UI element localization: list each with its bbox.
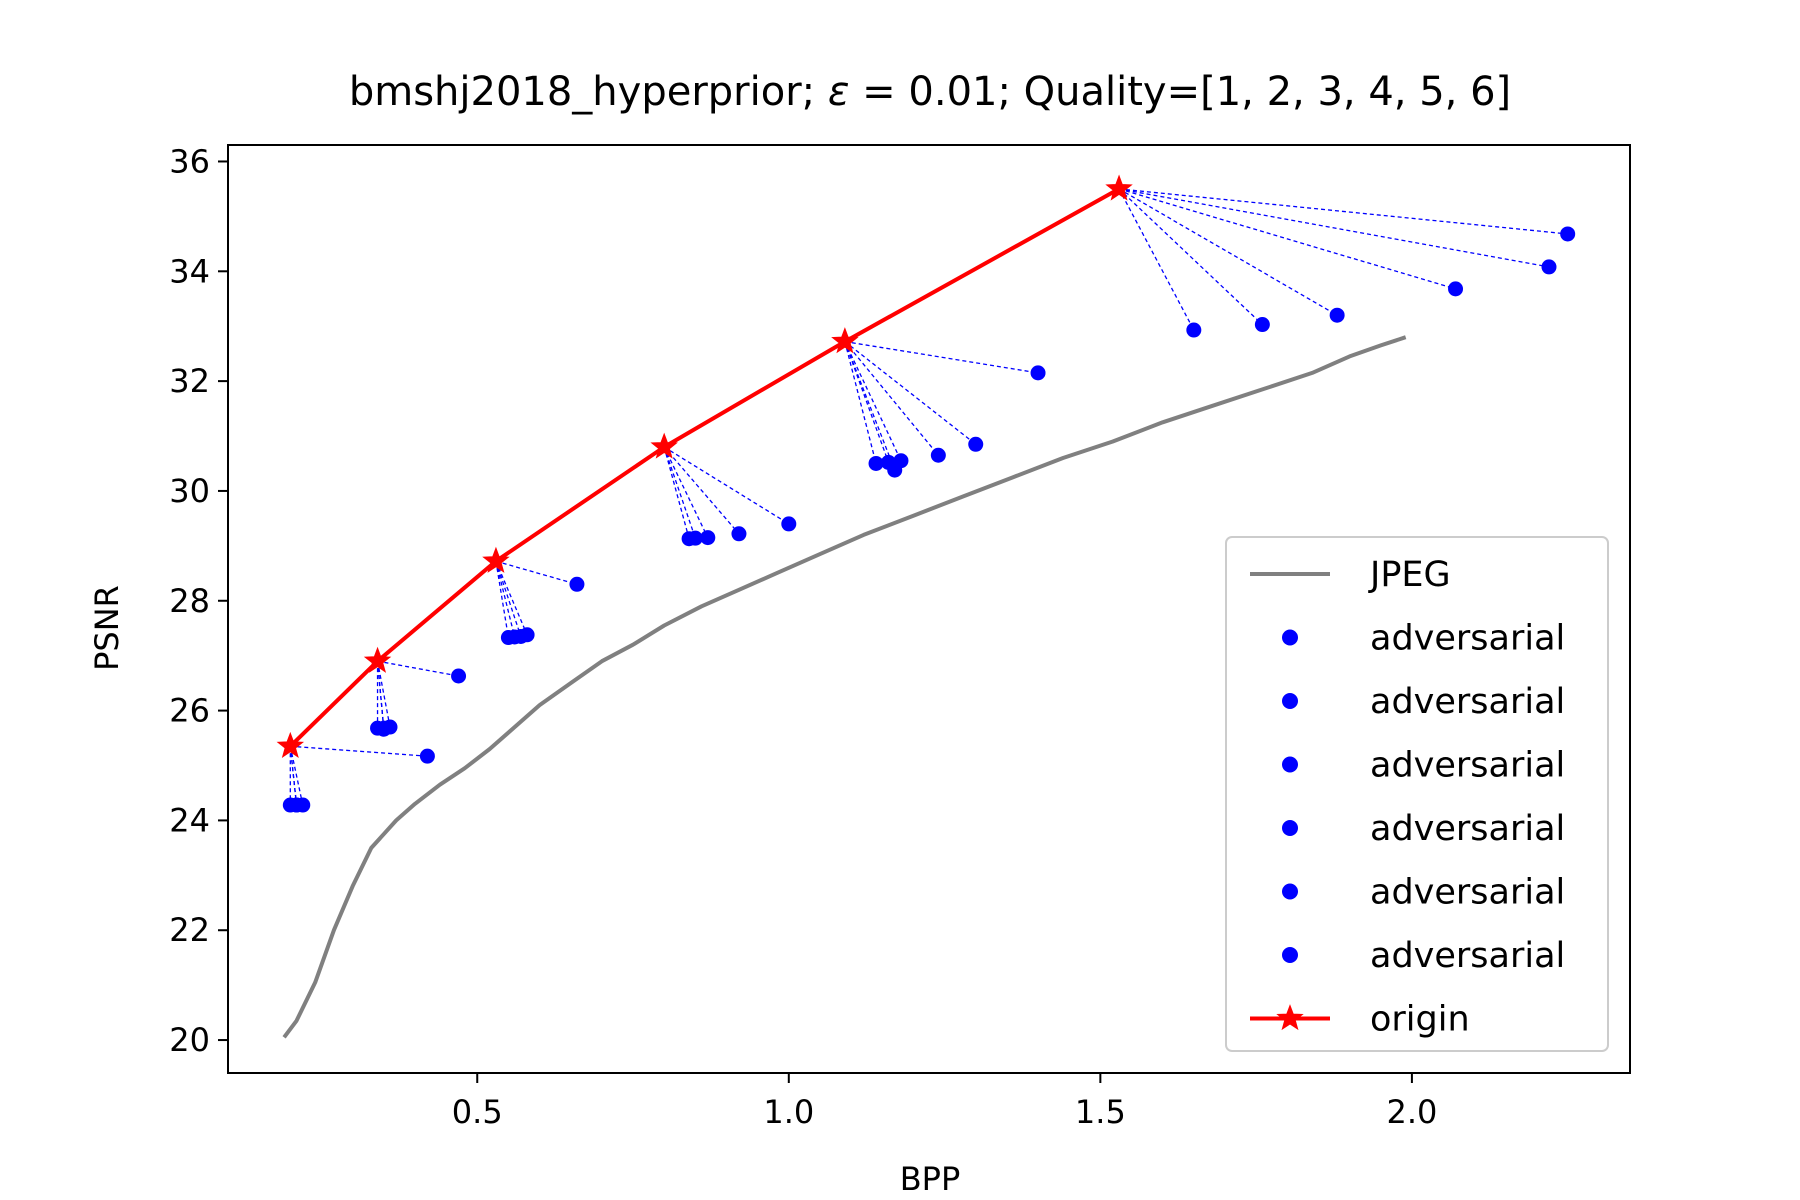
y-tick-label: 26 bbox=[169, 692, 210, 730]
legend-adversarial-marker bbox=[1282, 756, 1298, 773]
y-axis-label: PSNR bbox=[88, 585, 126, 671]
adversarial-link bbox=[1118, 188, 1456, 290]
legend-label: adversarial bbox=[1370, 682, 1565, 722]
adversarial-point bbox=[519, 627, 535, 643]
adversarial-link bbox=[844, 341, 902, 462]
adversarial-link bbox=[844, 340, 1039, 374]
adversarial-link bbox=[289, 746, 298, 806]
adversarial-link bbox=[495, 561, 522, 637]
adversarial-point bbox=[893, 453, 909, 469]
adversarial-point bbox=[781, 516, 797, 532]
adversarial-link bbox=[1118, 188, 1550, 268]
origin-point bbox=[482, 546, 510, 573]
adversarial-link bbox=[1118, 188, 1263, 326]
adversarial-point bbox=[376, 721, 392, 737]
adversarial-link bbox=[290, 745, 428, 757]
legend-adversarial-marker bbox=[1282, 693, 1298, 709]
jpeg-layer bbox=[282, 335, 1407, 1039]
jpeg-line bbox=[282, 335, 1407, 1039]
chart-title: bmshj2018_hyperprior; ε = 0.01; Quality=… bbox=[349, 69, 1511, 115]
adversarial-link bbox=[663, 446, 740, 535]
legend-label: JPEG bbox=[1368, 555, 1451, 595]
x-tick-label: 1.5 bbox=[1075, 1093, 1126, 1131]
adversarial-link bbox=[495, 560, 528, 636]
legend-label: origin bbox=[1370, 1000, 1470, 1040]
y-tick-label: 34 bbox=[169, 252, 210, 290]
origin-point bbox=[650, 432, 678, 459]
y-tick-label: 36 bbox=[169, 142, 210, 180]
origin-point bbox=[276, 731, 305, 758]
adversarial-point bbox=[569, 576, 585, 592]
adversarial-point bbox=[930, 447, 946, 463]
adversarial-link bbox=[844, 341, 939, 456]
legend-origin-marker bbox=[1276, 1004, 1304, 1031]
adversarial-link bbox=[844, 341, 896, 471]
x-tick-label: 1.0 bbox=[763, 1093, 814, 1131]
y-tick-label: 20 bbox=[169, 1021, 210, 1059]
adversarial-point bbox=[289, 797, 305, 813]
origin-line bbox=[288, 187, 1120, 748]
adversarial-link bbox=[663, 446, 690, 539]
adversarial-link bbox=[289, 746, 304, 806]
legend-items: JPEG adversarial adversarial adversarial adv… bbox=[1250, 555, 1565, 1040]
origin-layer bbox=[276, 174, 1133, 758]
adversarial-point bbox=[419, 748, 435, 764]
y-tick-label: 22 bbox=[169, 911, 210, 949]
legend-label: adversarial bbox=[1370, 746, 1565, 786]
legend-label: adversarial bbox=[1370, 809, 1565, 849]
legend-adversarial-marker bbox=[1282, 629, 1298, 646]
adversarial-point bbox=[1030, 365, 1046, 381]
adversarial-link bbox=[376, 661, 385, 730]
adversarial-link bbox=[663, 446, 696, 539]
legend-label: adversarial bbox=[1370, 619, 1565, 659]
legend-adversarial-marker bbox=[1282, 820, 1298, 836]
adversarial-link bbox=[495, 561, 510, 638]
legend-label: adversarial bbox=[1370, 873, 1565, 913]
adversarial-point bbox=[731, 526, 747, 542]
y-tick-label: 24 bbox=[169, 801, 210, 839]
adversarial-point bbox=[1329, 307, 1345, 323]
adversarial-point bbox=[968, 436, 984, 452]
y-axis-ticks: 20 22 24 26 28 30 32 34 36 bbox=[169, 142, 228, 1059]
y-tick-label: 30 bbox=[169, 472, 210, 510]
origin-point bbox=[831, 327, 859, 354]
adversarial-link bbox=[663, 446, 709, 538]
adversarial-point bbox=[1541, 259, 1557, 275]
adversarial-point bbox=[1448, 281, 1464, 297]
origin-point bbox=[363, 646, 392, 673]
legend-adversarial-marker bbox=[1282, 883, 1298, 900]
legend-adversarial-marker bbox=[1282, 947, 1298, 963]
adversarial-link bbox=[495, 561, 516, 638]
x-axis-label: BPP bbox=[900, 1160, 961, 1198]
adversarial-links-layer bbox=[289, 188, 1568, 806]
x-tick-label: 0.5 bbox=[452, 1093, 503, 1131]
adversarial-point bbox=[1186, 322, 1202, 338]
adversarial-link bbox=[495, 560, 578, 585]
legend-label: adversarial bbox=[1370, 936, 1565, 976]
adversarial-point bbox=[868, 455, 884, 471]
y-tick-label: 28 bbox=[169, 582, 210, 620]
adversarial-point bbox=[1560, 226, 1576, 242]
origin-point bbox=[1105, 174, 1133, 201]
adversarial-link bbox=[1118, 188, 1195, 331]
y-tick-label: 32 bbox=[169, 362, 210, 400]
adversarial-point bbox=[700, 530, 716, 546]
x-tick-label: 2.0 bbox=[1386, 1093, 1437, 1131]
plot-area bbox=[276, 174, 1576, 1039]
legend-box bbox=[1225, 536, 1609, 1052]
adversarial-link bbox=[663, 446, 790, 525]
adversarial-point bbox=[687, 530, 703, 546]
adversarial-link bbox=[1118, 188, 1568, 235]
adversarial-link bbox=[1118, 188, 1338, 316]
axes-frame bbox=[227, 144, 1631, 1074]
adversarial-point bbox=[1254, 317, 1270, 333]
adversarial-points-layer bbox=[282, 226, 1576, 813]
x-axis-ticks: 0.5 1.0 1.5 2.0 bbox=[452, 1073, 1437, 1131]
legend: JPEG adversarial adversarial adversarial adv… bbox=[1225, 536, 1609, 1052]
adversarial-point bbox=[451, 668, 467, 684]
